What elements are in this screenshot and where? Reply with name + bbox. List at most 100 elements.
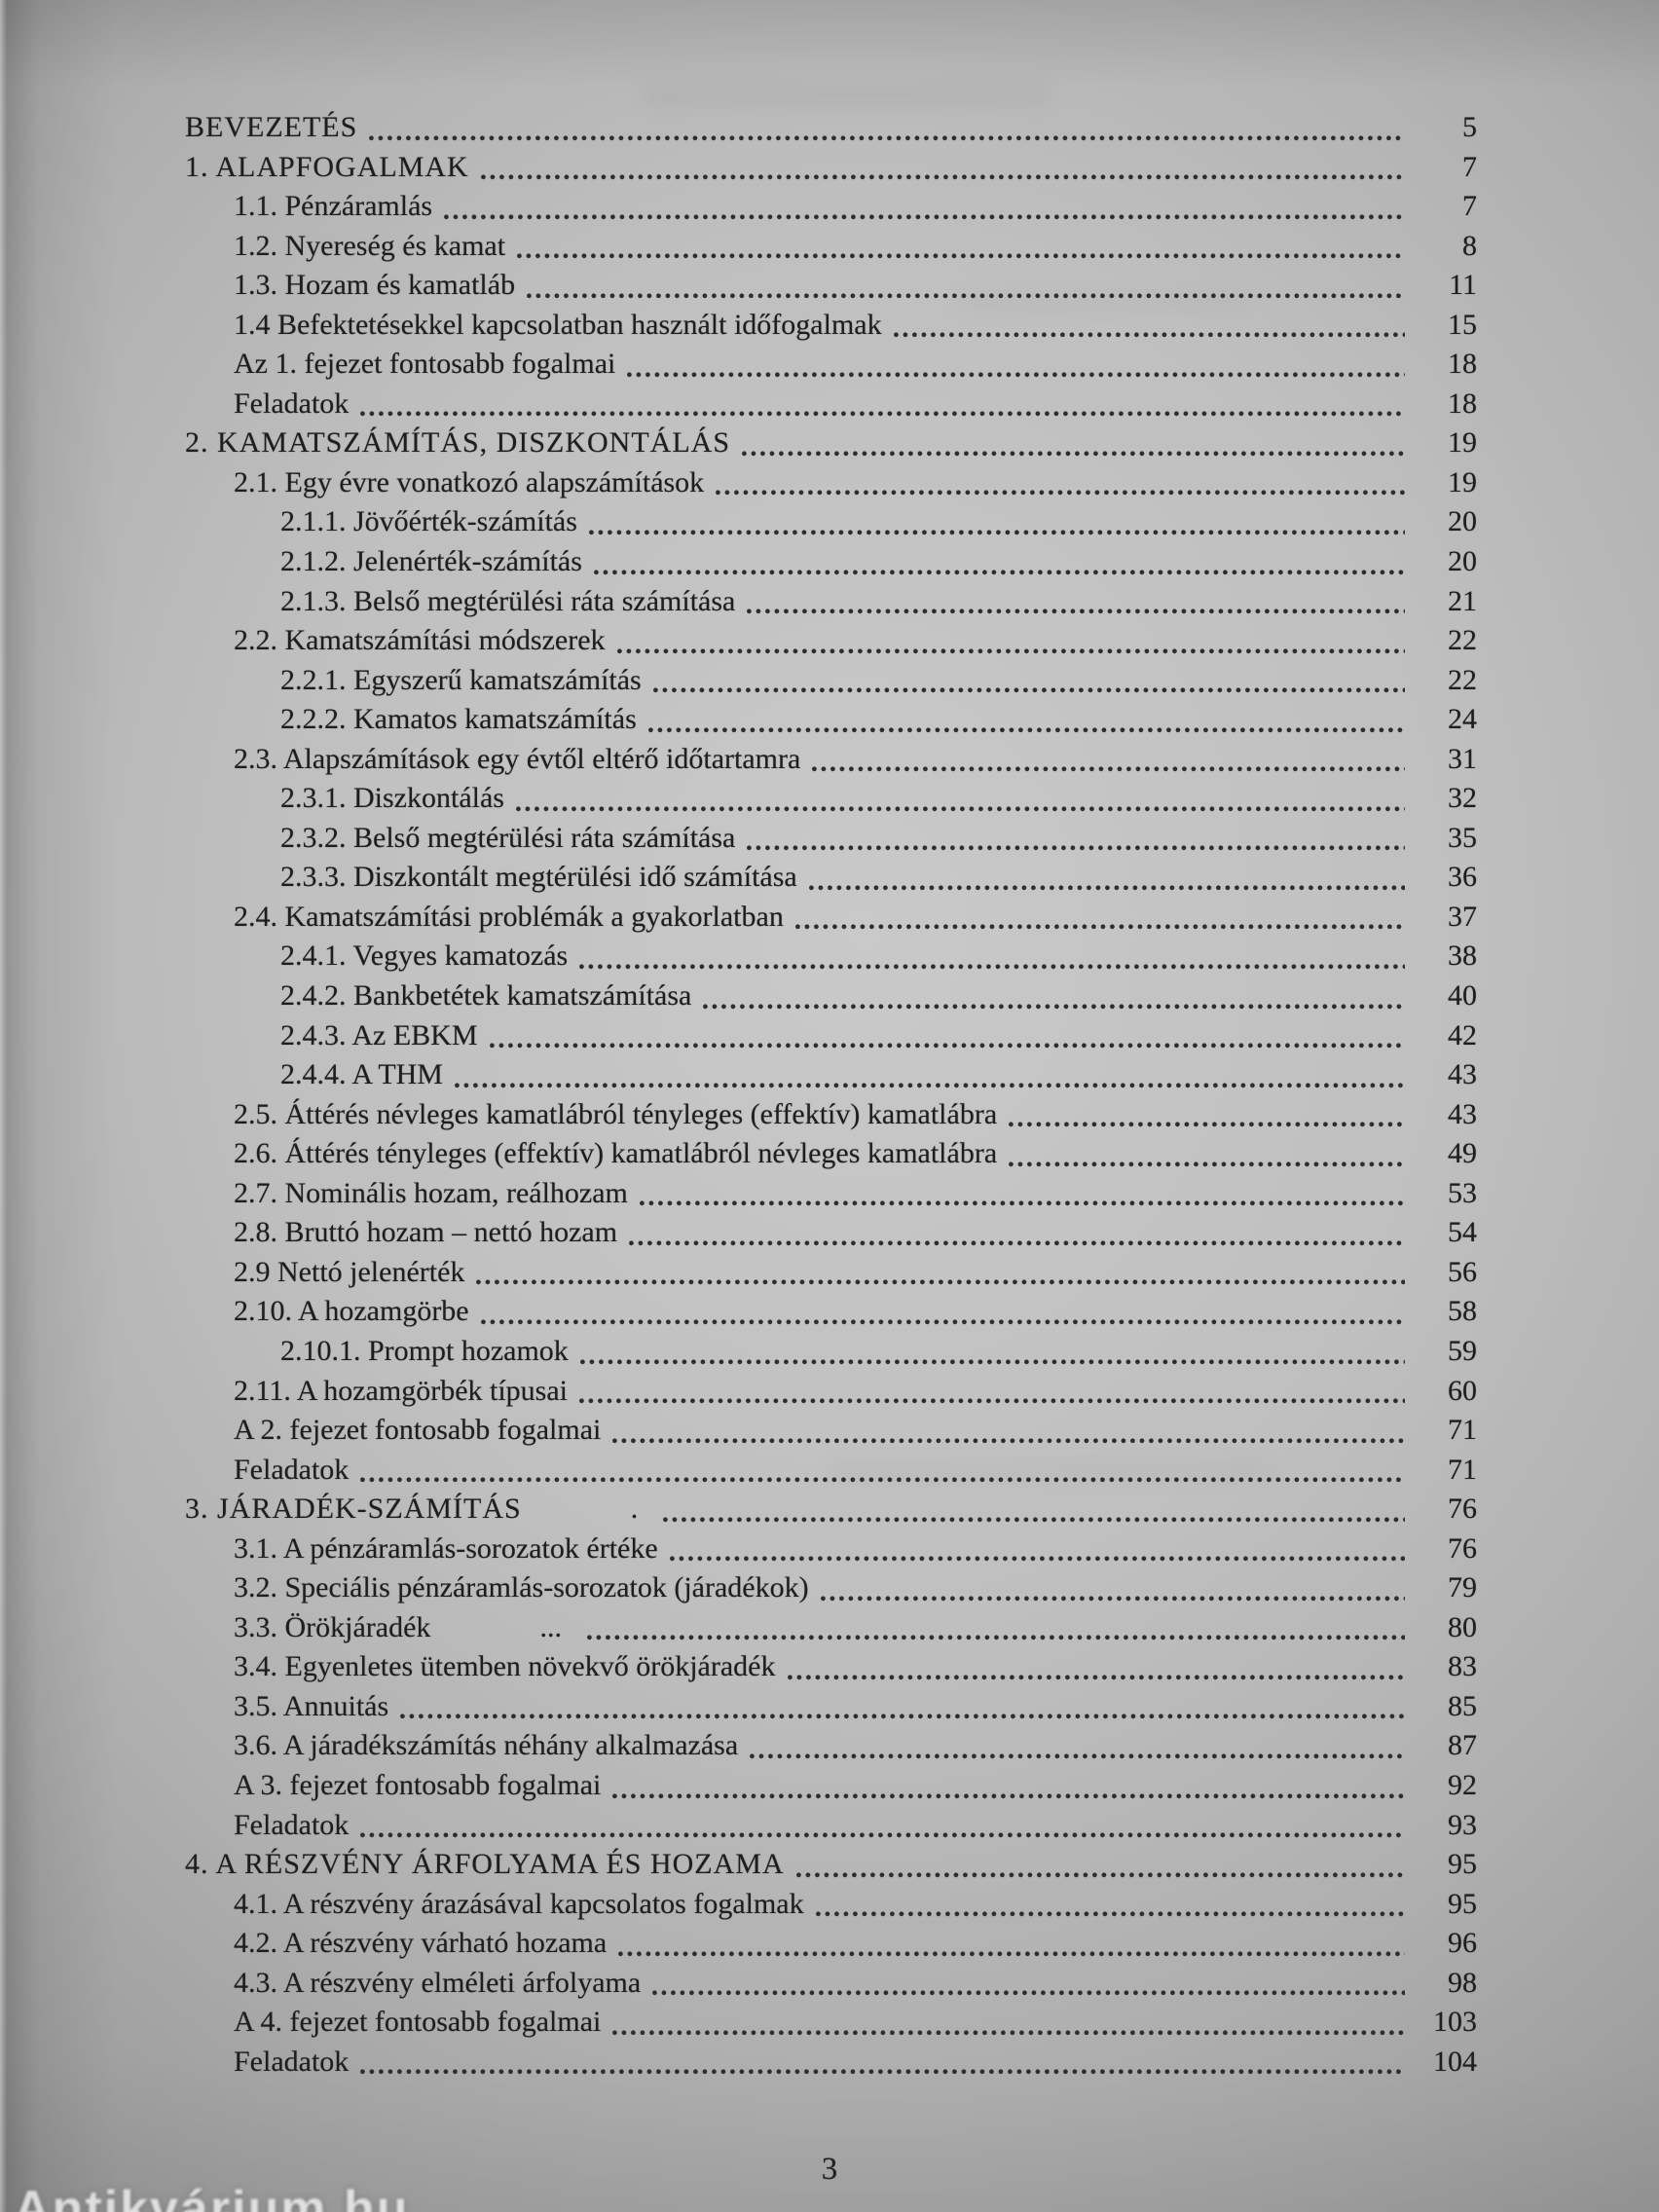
toc-entry-page: 71 [1448,1453,1477,1486]
toc-entry-label: Feladatok [234,387,350,420]
toc-entry: 2.3.2. Belső megtérülési ráta számítása … [185,822,1477,862]
toc-dot-leader [360,1832,1405,1839]
toc-entry: 4. A RÉSZVÉNY ÁRFOLYAMA ÉS HOZAMA 95 [185,1848,1477,1888]
toc-entry-label: 2.3.1. Diszkontálás [280,782,504,815]
toc-entry-page: 71 [1448,1414,1477,1447]
toc-dot-leader [612,2029,1405,2036]
toc-entry: A 3. fejezet fontosabb fogalmai 92 [185,1769,1477,1809]
toc-entry: 2.2.1. Egyszerű kamatszámítás 22 [185,664,1477,704]
toc-entry: 2.7. Nominális hozam, reálhozam 53 [185,1177,1477,1217]
toc-entry-page: 53 [1448,1176,1477,1209]
toc-dot-leader [612,1792,1405,1799]
toc-entry-page: 85 [1448,1689,1477,1722]
toc-entry-page: 20 [1448,545,1477,578]
toc-entry-label: 2.1.3. Belső megtérülési ráta számítása [280,584,736,617]
toc-entry-label: 2.4.2. Bankbetétek kamatszámítása [280,979,692,1013]
toc-dot-leader [360,1477,1405,1484]
toc-entry: 2.1. Egy évre vonatkozó alapszámítások 1… [185,466,1477,506]
toc-entry-page: 15 [1448,308,1477,341]
toc-entry-label: 2.11. A hozamgörbék típusai [234,1374,569,1407]
toc-entry-page: 87 [1448,1729,1477,1762]
toc-entry-label: Az 1. fejezet fontosabb fogalmai [234,348,616,381]
toc-entry-label: 1.3. Hozam és kamatláb [234,269,516,302]
toc-entry-page: 95 [1448,1848,1477,1881]
toc-dot-leader [669,1556,1405,1563]
toc-entry-page: 40 [1448,979,1477,1013]
toc-entry: 4.1. A részvény árazásával kapcsolatos f… [185,1888,1477,1928]
toc-dot-leader [480,1318,1405,1325]
toc-entry: Az 1. fejezet fontosabb fogalmai 18 [185,348,1477,387]
toc-dot-leader [593,569,1405,575]
toc-entry-label: 2.6. Áttérés tényleges (effektív) kamatl… [234,1137,998,1170]
toc-entry: 3.4. Egyenletes ütemben növekvő örökjára… [185,1650,1477,1690]
toc-dot-leader [742,450,1405,457]
toc-entry: 1.4 Befektetésekkel kapcsolatban használ… [185,309,1477,349]
toc-entry-page: 76 [1448,1493,1477,1526]
toc-entry: 3. JÁRADÉK-SZÁMÍTÁS . 76 [185,1493,1477,1532]
toc-entry-label: 2.3.2. Belső megtérülési ráta számítása [280,821,736,854]
toc-entry-page: 7 [1462,150,1477,183]
toc-entry-page: 80 [1448,1610,1477,1643]
toc-entry: 2.6. Áttérés tényleges (effektív) kamatl… [185,1137,1477,1177]
toc-entry: 2.1.2. Jelenérték-számítás 20 [185,545,1477,585]
toc-dot-leader [808,884,1405,891]
toc-entry: 1. ALAPFOGALMAK 7 [185,151,1477,191]
toc-entry: Feladatok 93 [185,1809,1477,1849]
toc-entry-label: 2.3.3. Diszkontált megtérülési idő számí… [280,861,797,894]
toc-entry-page: 18 [1448,387,1477,420]
toc-entry: 2.4.2. Bankbetétek kamatszámítása 40 [185,979,1477,1019]
toc-entry: 1.3. Hozam és kamatláb 11 [185,269,1477,309]
scan-bleedthrough-smudge [643,82,1051,107]
toc-entry-label: 1.1. Pénzáramlás [234,190,433,223]
toc-entry-label: 1. ALAPFOGALMAK [185,150,469,183]
toc-entry-page: 36 [1448,861,1477,894]
toc-entry-page: 24 [1448,703,1477,736]
toc-entry-label: 1.4 Befektetésekkel kapcsolatban használ… [234,308,882,341]
toc-dot-leader [527,292,1405,299]
toc-dot-leader [579,964,1405,971]
toc-entry-label: 3.6. A járadékszámítás néhány alkalmazás… [234,1729,739,1762]
toc-entry: 3.2. Speciális pénzáramlás-sorozatok (já… [185,1571,1477,1611]
toc-entry: 2.3.3. Diszkontált megtérülési idő számí… [185,861,1477,901]
toc-dot-leader [815,1911,1405,1918]
toc-dot-leader [444,213,1405,220]
toc-entry-page: 38 [1448,940,1477,973]
toc-entry: 2.4.3. Az EBKM 42 [185,1019,1477,1059]
toc-entry-label: Feladatok [234,1453,350,1486]
toc-entry: 1.2. Nyereség és kamat 8 [185,230,1477,270]
toc-entry-label: 3.2. Speciális pénzáramlás-sorozatok (já… [234,1571,809,1604]
toc-entry-page: 54 [1448,1216,1477,1249]
toc-dot-leader [795,1871,1405,1878]
toc-entry: Feladatok 71 [185,1454,1477,1493]
toc-entry-label: 2.7. Nominális hozam, reálhozam [234,1176,628,1209]
toc-entry-label: 2.2. Kamatszámítási módszerek [234,624,606,657]
toc-dot-leader [517,253,1405,260]
toc-dot-leader [360,411,1405,418]
toc-entry: 3.6. A járadékszámítás néhány alkalmazás… [185,1729,1477,1769]
toc-entry-page: 31 [1448,742,1477,775]
toc-entry-label: 2.8. Bruttó hozam – nettó hozam [234,1216,618,1249]
toc-dot-leader [627,371,1405,378]
toc-entry-label: 2.10. A hozamgörbe [234,1295,469,1328]
toc-entry-label: 4. A RÉSZVÉNY ÁRFOLYAMA ÉS HOZAMA [185,1848,785,1881]
toc-entry-label: 3. JÁRADÉK-SZÁMÍTÁS [185,1493,522,1526]
toc-entry-label: 2.4. Kamatszámítási problémák a gyakorla… [234,900,784,933]
toc-entry-page: 93 [1448,1808,1477,1841]
toc-dot-leader [476,1279,1405,1286]
toc-entry-page: 43 [1448,1058,1477,1091]
toc-dot-leader [647,726,1405,733]
toc-entry-label: 4.3. A részvény elméleti árfolyama [234,1966,642,1999]
toc-entry-label: 4.2. A részvény várható hozama [234,1927,608,1960]
toc-entry-label: 3.3. Örökjáradék [234,1610,431,1643]
toc-entry-label: Feladatok [234,1808,350,1841]
toc-entry: 3.3. Örökjáradék ... 80 [185,1611,1477,1651]
toc-entry-page: 35 [1448,821,1477,854]
toc-dot-leader [663,1516,1405,1523]
toc-entry-page: 7 [1462,190,1477,223]
toc-entry-label: Feladatok [234,2045,350,2078]
toc-dot-leader [820,1595,1405,1602]
toc-dot-leader [400,1714,1405,1720]
toc-entry: 2.1.3. Belső megtérülési ráta számítása … [185,585,1477,625]
toc-entry-page: 21 [1448,584,1477,617]
toc-list: BEVEZETÉS 5 1. ALAPFOGALMAK 7 1.1. Pénzá… [185,111,1477,2084]
